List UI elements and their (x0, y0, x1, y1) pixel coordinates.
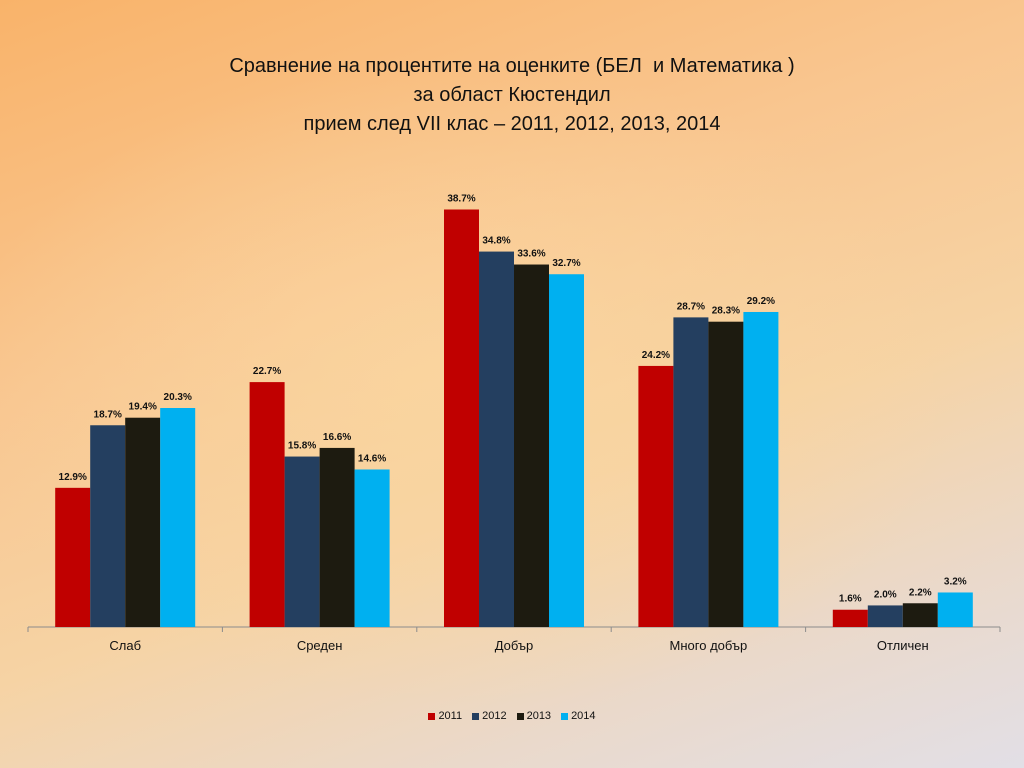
bar-2013-3 (708, 321, 744, 627)
legend-item-2014: 2014 (561, 710, 596, 722)
chart-legend: 2011 2012 2013 2014 (0, 710, 1024, 722)
bar-2012-2 (479, 251, 514, 627)
data-label: 3.2% (944, 576, 967, 587)
bar-2012-3 (673, 317, 709, 627)
title-line-1: Сравнение на процентите на оценките (БЕЛ… (229, 55, 795, 77)
data-label: 38.7% (447, 194, 475, 205)
bar-2012-0 (90, 425, 126, 627)
legend-label: 2011 (438, 710, 463, 722)
bar-2013-0 (125, 417, 161, 627)
legend-label: 2012 (482, 710, 507, 722)
data-label: 2.0% (874, 589, 897, 600)
x-tick-label: Добър (495, 638, 534, 653)
data-label: 16.6% (323, 432, 351, 443)
data-label: 14.6% (358, 453, 386, 464)
legend-item-2012: 2012 (472, 710, 507, 722)
bar-2012-4 (867, 605, 903, 627)
data-label: 34.8% (482, 236, 510, 247)
bar-2014-0 (160, 408, 196, 627)
bar-2011-3 (638, 365, 674, 627)
legend-label: 2014 (571, 710, 596, 722)
bar-2014-2 (549, 274, 584, 627)
bar-2014-1 (354, 469, 390, 627)
legend-label: 2013 (526, 710, 552, 722)
bar-2013-1 (319, 447, 355, 627)
bar-2013-2 (514, 264, 549, 627)
data-label: 1.6% (839, 594, 862, 605)
data-label: 22.7% (253, 366, 281, 377)
data-label: 33.6% (517, 249, 545, 260)
bar-2014-4 (937, 592, 973, 627)
data-label: 12.9% (59, 472, 87, 483)
bar-2013-4 (902, 603, 938, 627)
title-line-2: за област Кюстендил (413, 84, 611, 106)
x-tick-label: Слаб (109, 638, 141, 653)
x-tick-label: Среден (297, 638, 343, 653)
bar-2011-1 (249, 382, 285, 627)
data-label: 15.8% (288, 441, 316, 452)
data-label: 2.2% (909, 587, 932, 598)
title-line-3: прием след VII клас – 2011, 2012, 2013, … (303, 113, 721, 135)
x-tick-label: Много добър (670, 638, 748, 653)
legend-item-2011: 2011 (428, 710, 462, 722)
data-label: 32.7% (552, 258, 580, 269)
data-label: 20.3% (164, 392, 192, 403)
legend-swatch (516, 712, 524, 720)
legend-item-2013: 2013 (516, 710, 552, 722)
chart-title: Сравнение на процентите на оценките (БЕЛ… (0, 52, 1024, 139)
bar-2014-3 (743, 311, 779, 627)
legend-swatch (428, 712, 436, 720)
bar-2011-0 (55, 487, 91, 627)
data-label: 28.3% (712, 306, 740, 317)
bar-2012-1 (284, 456, 320, 627)
data-label: 19.4% (129, 402, 157, 413)
bar-2011-4 (832, 609, 868, 627)
data-label: 24.2% (642, 350, 670, 361)
legend-swatch (472, 712, 480, 720)
legend-swatch (561, 712, 569, 720)
bar-2011-2 (444, 209, 479, 627)
data-label: 29.2% (747, 296, 775, 307)
data-label: 18.7% (94, 409, 122, 420)
x-tick-label: Отличен (877, 638, 929, 653)
data-label: 28.7% (677, 301, 705, 312)
